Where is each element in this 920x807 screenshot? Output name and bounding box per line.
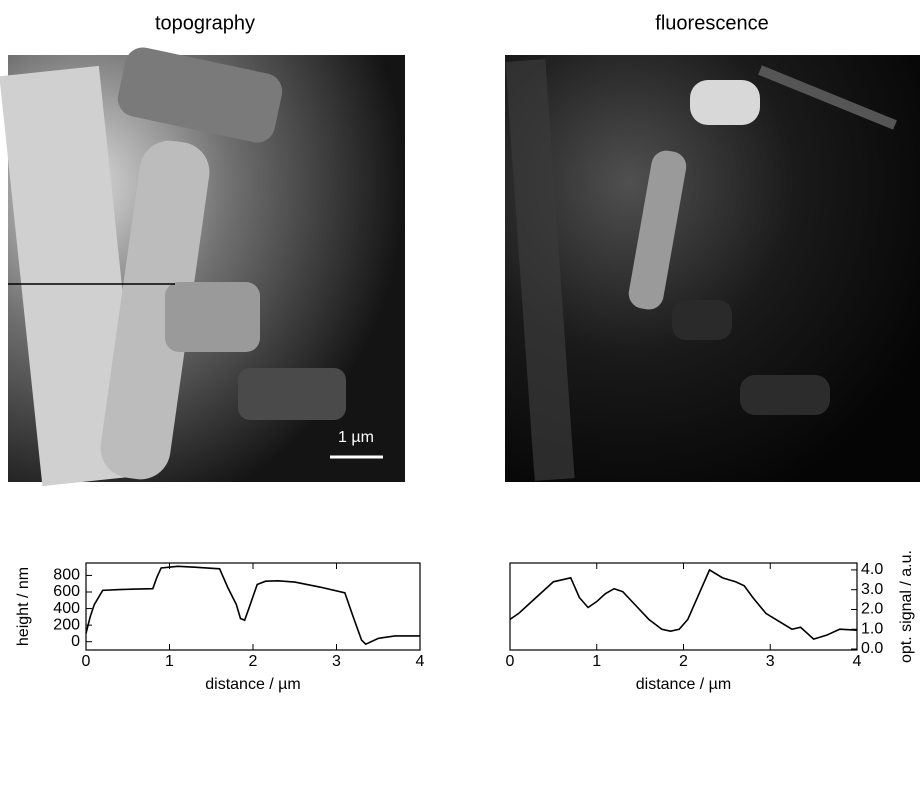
y-tick-label: 2.0 — [861, 601, 883, 618]
x-tick-label: 1 — [165, 653, 174, 670]
y-tick-label: 200 — [53, 616, 80, 633]
y-tick-label: 0.0 — [861, 640, 883, 657]
y-tick-label: 0 — [71, 633, 80, 650]
y-axis-label: height / nm — [15, 567, 32, 646]
x-axis-label: distance / µm — [205, 676, 300, 693]
x-tick-label: 0 — [82, 653, 91, 670]
y-axis-label: opt. signal / a.u. — [898, 550, 915, 663]
plot-frame — [85, 562, 421, 651]
x-tick-label: 4 — [416, 653, 425, 670]
x-tick-label: 1 — [592, 653, 601, 670]
data-line — [85, 565, 420, 646]
x-axis-label: distance / µm — [636, 676, 731, 693]
topography-image: 1 µm — [0, 47, 405, 487]
x-tick-label: 3 — [766, 653, 775, 670]
x-tick-label: 4 — [853, 653, 862, 670]
y-tick-label: 400 — [53, 600, 80, 617]
image-title: fluorescence — [655, 12, 768, 34]
y-tick-label: 800 — [53, 567, 80, 584]
y-tick-label: 600 — [53, 583, 80, 600]
x-tick-label: 3 — [332, 653, 341, 670]
y-tick-label: 1.0 — [861, 620, 883, 637]
scale-bar-label: 1 µm — [338, 429, 374, 446]
image-title: topography — [155, 12, 255, 34]
fluorescence-image — [505, 55, 920, 482]
data-line — [509, 568, 858, 641]
y-tick-label: 4.0 — [861, 561, 883, 578]
x-tick-label: 0 — [506, 653, 515, 670]
plot-frame — [509, 562, 858, 651]
y-tick-label: 3.0 — [861, 581, 883, 598]
x-tick-label: 2 — [249, 653, 258, 670]
x-tick-label: 2 — [679, 653, 688, 670]
